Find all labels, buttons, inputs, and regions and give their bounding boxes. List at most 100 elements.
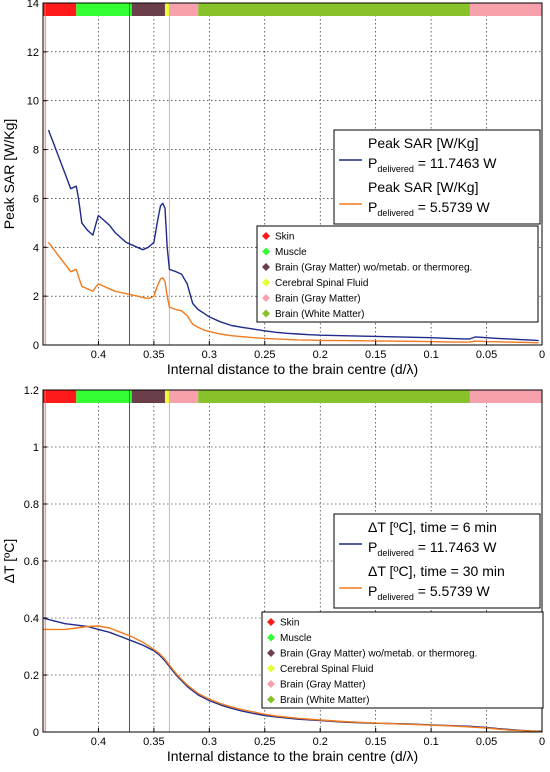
tissue-band [169,3,199,16]
x-tick-label: 0 [539,349,545,361]
y-tick-label: 1 [33,442,39,454]
temp-y-axis-label: ΔT [ºC] [1,539,17,584]
series-legend-label: ΔT [ºC], time = 30 min [368,563,505,579]
tissue-legend-label: Skin [275,232,294,243]
x-tick-label: 0.35 [143,349,164,361]
power-symbol: P [368,155,377,171]
sar-series [47,129,539,344]
tissue-legend-label: Skin [280,618,299,629]
tissue-legend-marker [262,263,270,271]
y-tick-label: 4 [33,242,39,254]
tissue-band [198,3,470,16]
series-legend-power: Pdelivered = 11.7463 W [368,155,497,174]
sar-tissue-boundaries [44,3,170,345]
tissue-band [131,3,165,16]
power-value: = 11.7463 W [414,539,497,555]
y-tick-label: 12 [27,47,39,59]
x-tick-label: 0.05 [476,349,497,361]
tissue-legend-label: Muscle [275,247,307,258]
y-tick-label: 0.4 [24,613,39,625]
tissue-band [198,390,470,403]
x-tick-label: 0.4 [91,349,106,361]
power-symbol: P [368,199,377,215]
x-tick-label: 0 [539,736,545,748]
x-tick-label: 0.05 [476,736,497,748]
x-tick-label: 0.3 [202,349,217,361]
tissue-legend-label: Cerebral Spinal Fluid [275,278,368,289]
series-legend-label: ΔT [ºC], time = 6 min [368,519,497,535]
tissue-legend-marker [267,680,275,688]
tissue-legend-box [256,225,539,323]
x-tick-label: 0.1 [423,736,438,748]
power-subscript: delivered [377,164,414,174]
tissue-band [43,3,77,16]
sar-x-ticks: 0.4 0.35 0.3 0.25 0.2 0.15 0.1 0.05 0 [91,341,545,361]
tissue-legend-label: Brain (Gray Matter) [280,680,366,691]
power-subscript: delivered [377,548,414,558]
y-tick-label: 0.8 [24,499,39,511]
power-value: = 11.7463 W [414,155,497,171]
tissue-band [131,390,165,403]
sar-y-ticks: 0 2 4 6 8 10 12 14 [27,0,47,352]
series-line-0 [47,129,539,342]
tissue-band [76,3,132,16]
tissue-legend-marker [262,232,270,240]
tissue-band [164,390,170,403]
temp-y-ticks: 0 0.2 0.4 0.6 0.8 1 1.2 [24,385,47,739]
x-tick-label: 0.25 [254,736,275,748]
sar-chart: 0.4 0.35 0.3 0.25 0.2 0.15 0.1 0.05 0 0 2 4 6 8 10 12 1… [1,0,545,377]
tissue-band [164,3,170,16]
temp-series-legend: ΔT [ºC], time = 6 min Pdelivered = 11.746… [333,513,541,609]
y-tick-label: 2 [33,291,39,303]
temp-tissue-bands [43,390,542,403]
tissue-legend-marker [267,649,275,657]
temperature-chart: 0.4 0.35 0.3 0.25 0.2 0.15 0.1 0.05 0 0 0.2 0.4 0.6… [1,385,545,764]
series-legend-power: Pdelivered = 11.7463 W [368,539,497,558]
tissue-legend-marker [267,695,275,704]
tissue-band [169,390,199,403]
tissue-legend-marker [262,247,270,256]
series-legend-label: Peak SAR [W/Kg] [368,179,478,195]
tissue-legend-label: Brain (White Matter) [275,309,364,320]
sar-x-axis-label: Internal distance to the brain centre (d… [167,361,418,377]
x-tick-label: 0.15 [365,736,386,748]
y-tick-label: 0.2 [24,670,39,682]
x-tick-label: 0.35 [143,736,164,748]
x-tick-label: 0.2 [313,736,328,748]
sar-series-legend: Peak SAR [W/Kg] Pdelivered = 11.7463 W Pea… [333,129,541,225]
series-line-1 [43,625,543,733]
x-tick-label: 0.4 [91,736,106,748]
series-legend-label: Peak SAR [W/Kg] [368,135,478,151]
sar-plot-frame [42,2,543,346]
y-tick-label: 10 [27,96,39,108]
power-subscript: delivered [377,592,414,602]
x-tick-label: 0.25 [254,349,275,361]
y-tick-label: 0.6 [24,556,39,568]
y-tick-label: 6 [33,193,39,205]
power-subscript: delivered [377,208,414,218]
power-symbol: P [368,539,377,555]
series-line-1 [47,241,539,344]
temp-tissue-legend: Skin Muscle Brain (Gray Matter) wo/metab. … [261,611,544,709]
tissue-legend-marker [262,309,270,318]
sar-tissue-legend: Skin Muscle Brain (Gray Matter) wo/metab. … [256,225,539,323]
x-tick-label: 0.3 [202,736,217,748]
tissue-legend-label: Brain (Gray Matter) wo/metab. or thermor… [280,649,477,660]
tissue-legend-marker [267,618,275,626]
x-tick-label: 0.2 [313,349,328,361]
x-tick-label: 0.1 [423,349,438,361]
sar-tissue-bands [43,3,542,16]
sar-y-axis-label: Peak SAR [W/Kg] [1,119,17,229]
temp-series [42,617,543,733]
y-tick-label: 1.2 [24,385,39,397]
y-tick-label: 0 [33,727,39,739]
tissue-legend-marker [267,664,275,673]
x-tick-label: 0.15 [365,349,386,361]
temp-x-axis-label: Internal distance to the brain centre (d… [167,748,418,764]
tissue-legend-marker [267,633,275,642]
y-tick-label: 14 [27,0,39,10]
tissue-legend-label: Cerebral Spinal Fluid [280,664,373,675]
tissue-legend-label: Brain (Gray Matter) [275,294,361,305]
y-tick-label: 0 [33,340,39,352]
